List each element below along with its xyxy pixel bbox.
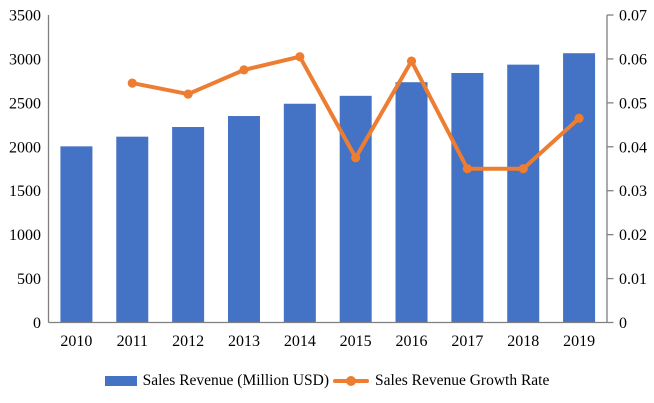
legend-label-growth-rate: Sales Revenue Growth Rate (375, 372, 550, 389)
bar-2011 (116, 136, 149, 323)
right-axis-tick-label: 0.07 (619, 8, 647, 25)
x-axis-label-2016: 2016 (396, 333, 428, 350)
x-axis-label-2019: 2019 (563, 333, 595, 350)
left-axis-tick-label: 1000 (9, 227, 41, 244)
right-axis-tick-label: 0.02 (619, 227, 647, 244)
growth-rate-marker-2012 (183, 89, 193, 99)
growth-rate-marker-2011 (127, 78, 137, 88)
growth-rate-marker-2014 (295, 52, 305, 62)
chart-legend: Sales Revenue (Million USD) Sales Revenu… (0, 368, 654, 394)
growth-rate-marker-2013 (239, 65, 249, 75)
line-swatch-marker (346, 376, 357, 386)
right-axis-tick-label: 0.03 (619, 183, 647, 200)
left-axis-tick-label: 2500 (9, 95, 41, 112)
x-axis-label-2017: 2017 (451, 333, 483, 350)
bar-2013 (227, 116, 260, 323)
bar-2015 (339, 95, 372, 323)
x-axis-label-2013: 2013 (228, 333, 260, 350)
growth-rate-marker-2019 (574, 113, 584, 123)
left-axis-tick-label: 500 (17, 271, 41, 288)
bar-2012 (172, 127, 205, 323)
x-axis-label-2012: 2012 (172, 333, 204, 350)
right-axis-tick-label: 0.06 (619, 51, 647, 68)
chart-plot-area: 0 500 1000 1500 2000 2500 3000 3500 0 0.01 0.02 0.0… (9, 8, 647, 351)
growth-rate-marker-2016 (406, 56, 417, 66)
x-axis-label-2018: 2018 (507, 333, 539, 350)
bar-series-swatch (104, 376, 137, 386)
bar-2016 (395, 82, 428, 323)
growth-rate-marker-2015 (351, 153, 361, 163)
left-axis-tick-label: 0 (33, 315, 41, 332)
legend-item-growth-rate: Sales Revenue Growth Rate (333, 372, 549, 390)
x-axis-label-2010: 2010 (60, 333, 92, 350)
legend-label-sales-revenue: Sales Revenue (Million USD) (142, 372, 330, 389)
legend-item-sales-revenue: Sales Revenue (Million USD) (104, 372, 330, 390)
right-axis-tick-label: 0.01 (619, 271, 647, 288)
x-axis-label-2015: 2015 (340, 333, 372, 350)
bar-2018 (507, 64, 540, 323)
left-axis-tick-label: 3000 (9, 51, 41, 68)
bar-2019 (563, 53, 596, 323)
right-axis-tick-label: 0.04 (619, 139, 647, 156)
bar-2014 (283, 103, 316, 323)
x-axis-label-2014: 2014 (284, 333, 316, 350)
bar-2010 (60, 146, 93, 323)
line-series-swatch (333, 376, 370, 386)
right-axis-tick-label: 0 (619, 315, 627, 332)
left-axis-tick-label: 1500 (9, 183, 41, 200)
right-axis-tick-label: 0.05 (619, 95, 647, 112)
growth-rate-marker-2018 (518, 164, 528, 174)
left-axis-tick-label: 3500 (9, 8, 41, 25)
growth-rate-marker-2017 (462, 164, 472, 174)
left-axis-tick-label: 2000 (9, 139, 41, 156)
bar-2017 (451, 72, 484, 323)
x-axis-label-2011: 2011 (117, 333, 148, 350)
